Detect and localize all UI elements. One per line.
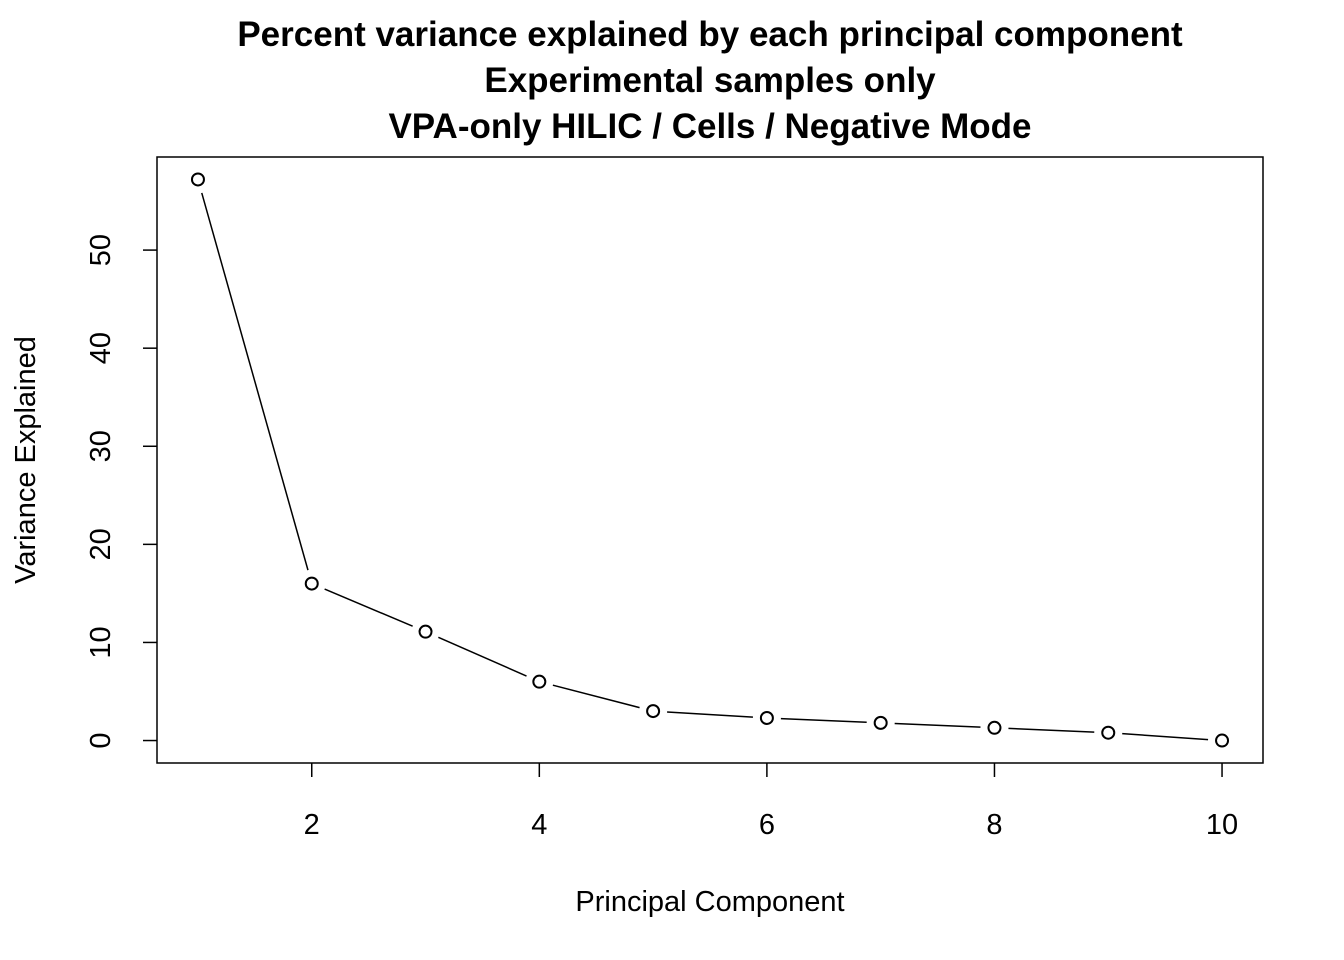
series-line-segments [201, 192, 1209, 741]
line-segment [894, 722, 981, 728]
x-tick-label: 8 [986, 809, 1002, 841]
line-segment [324, 588, 413, 627]
plot-frame [156, 156, 1264, 764]
data-point [190, 172, 205, 187]
data-point [646, 704, 661, 719]
line-segment [438, 636, 527, 677]
y-tick-label: 20 [85, 528, 117, 560]
y-axis: 0 10 20 30 40 50 [85, 234, 157, 749]
line-segment [1122, 732, 1209, 741]
data-point [873, 715, 888, 730]
data-point [1215, 733, 1230, 748]
data-point [418, 624, 433, 639]
data-point [532, 674, 547, 689]
data-point [987, 720, 1002, 735]
x-tick-label: 2 [304, 809, 320, 841]
line-segment [552, 684, 640, 709]
line-segment [667, 711, 753, 718]
line-segment [201, 192, 309, 571]
x-axis-label: Principal Component [575, 886, 844, 918]
chart-title-line-2: Experimental samples only [484, 61, 936, 100]
y-tick-label: 10 [85, 626, 117, 658]
y-axis-label: Variance Explained [10, 336, 42, 584]
x-tick-label: 4 [531, 809, 547, 841]
data-point [759, 710, 774, 725]
y-tick-label: 30 [85, 430, 117, 462]
x-axis: 2 4 6 8 10 [304, 763, 1238, 841]
x-tick-label: 10 [1206, 809, 1238, 841]
x-tick-label: 6 [759, 809, 775, 841]
chart-title-line-3: VPA-only HILIC / Cells / Negative Mode [388, 107, 1031, 146]
y-tick-label: 50 [85, 234, 117, 266]
chart-title-line-1: Percent variance explained by each princ… [237, 15, 1183, 54]
data-point [304, 576, 319, 591]
y-tick-label: 40 [85, 332, 117, 364]
series-points [190, 172, 1230, 748]
line-segment [1008, 727, 1095, 733]
y-tick-label: 0 [85, 732, 117, 748]
data-point [1101, 725, 1116, 740]
line-segment [780, 717, 867, 724]
